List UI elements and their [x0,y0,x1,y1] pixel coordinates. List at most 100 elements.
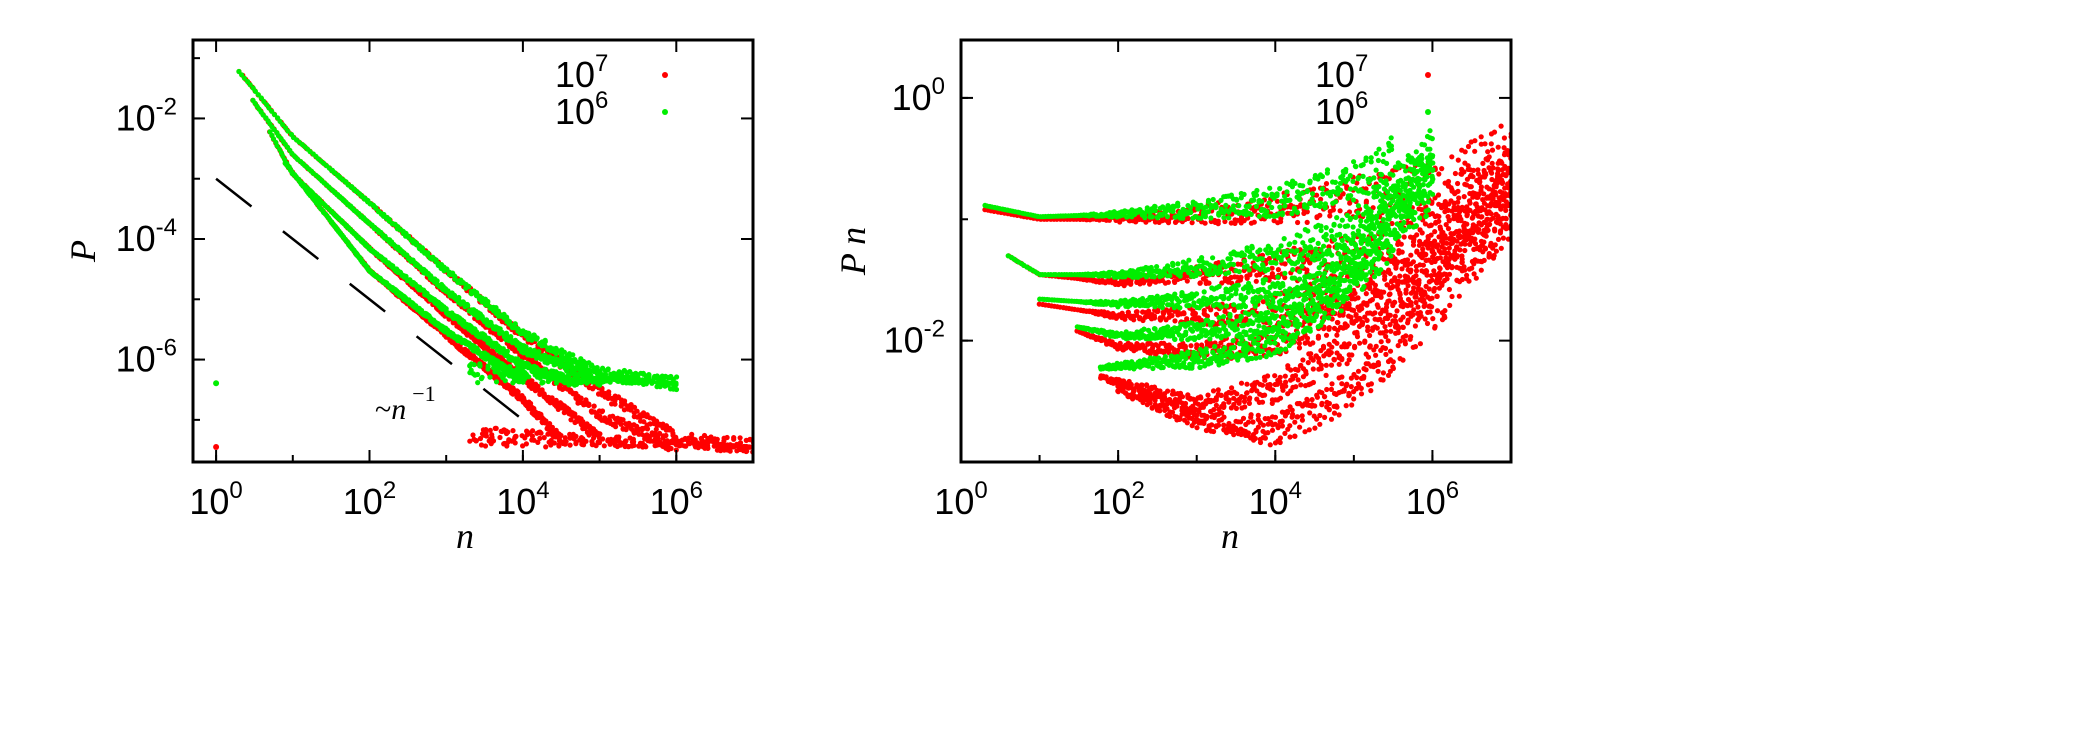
data-point [736,444,742,450]
data-point [1131,317,1137,323]
data-point [615,394,621,400]
data-point [526,374,532,380]
data-point [687,441,693,447]
data-point [498,428,504,434]
data-point [628,407,634,413]
data-point [1470,167,1477,173]
data-point [629,377,636,383]
data-point [724,434,730,441]
data-point [613,439,619,445]
data-point [640,377,646,383]
data-point [721,438,727,444]
data-point [517,365,523,371]
data-points [213,68,753,455]
data-point [601,443,607,449]
data-point [512,435,518,441]
data-point [1152,219,1158,225]
data-point [549,424,556,430]
data-point [522,376,528,382]
data-point [562,435,568,441]
data-point [585,376,592,382]
data-point [1419,207,1425,213]
data-point [1461,194,1467,200]
data-point [1231,307,1237,313]
data-point [544,374,551,381]
data-point [621,378,628,384]
data-point [506,319,513,325]
data-point [559,371,565,378]
data-point [1197,280,1203,286]
data-point [573,433,579,439]
y-tick-label: 10-6 [116,335,177,380]
data-point [1435,192,1442,198]
data-point [1485,149,1491,155]
data-point [1445,178,1452,185]
data-point [648,379,655,385]
data-point [623,427,629,433]
data-point [600,436,606,442]
data-point [425,250,431,256]
series-10-6 [213,68,680,393]
data-point [1304,209,1310,215]
curve-2 [250,97,603,388]
data-point [534,335,540,341]
data-point [574,377,581,383]
data-point [553,371,559,377]
x-axis-label: n [456,516,474,556]
data-point [595,439,601,445]
data-point [1318,196,1324,202]
y-tick-label: 10-4 [116,214,177,259]
data-point [1238,274,1244,280]
data-point [511,378,517,384]
data-point [662,442,669,449]
data-point [531,366,537,373]
data-point [495,308,501,314]
data-point [1436,171,1442,177]
y-axis-label: P [63,240,103,263]
data-point [558,432,564,439]
data-point [443,306,449,312]
data-points [982,123,1511,448]
data-point [1486,154,1492,160]
data-point [1363,198,1369,204]
data-point [1337,208,1343,214]
data-point [614,434,620,440]
data-point [1501,145,1507,151]
data-point [1189,220,1195,226]
data-point [534,430,540,436]
data-point [606,392,612,398]
data-point [493,379,500,385]
data-point [1238,261,1244,267]
data-point [1165,220,1172,226]
data-point [629,439,636,445]
data-point [1275,267,1281,273]
data-point [482,443,489,449]
data-point [1125,309,1131,315]
legend-marker [662,109,668,115]
data-point [562,441,568,447]
data-point [559,358,566,364]
series-10-7 [213,68,753,455]
data-point [478,442,485,448]
data-point [1298,202,1304,208]
data-point [488,436,494,442]
data-point [1455,180,1461,187]
data-point [662,379,668,385]
y-tick-label: 10-2 [116,93,177,138]
data-point [660,433,666,439]
data-point [599,387,605,393]
data-point [586,402,592,408]
data-point [405,233,411,239]
isolated-point [213,443,220,450]
data-point [605,395,611,401]
data-point [512,321,518,327]
data-point [1465,163,1471,169]
data-point [481,428,487,434]
data-point [640,444,646,450]
data-point [505,429,511,435]
data-point [1445,226,1452,232]
data-point [467,438,473,444]
data-point [497,434,503,441]
data-point [466,283,472,290]
